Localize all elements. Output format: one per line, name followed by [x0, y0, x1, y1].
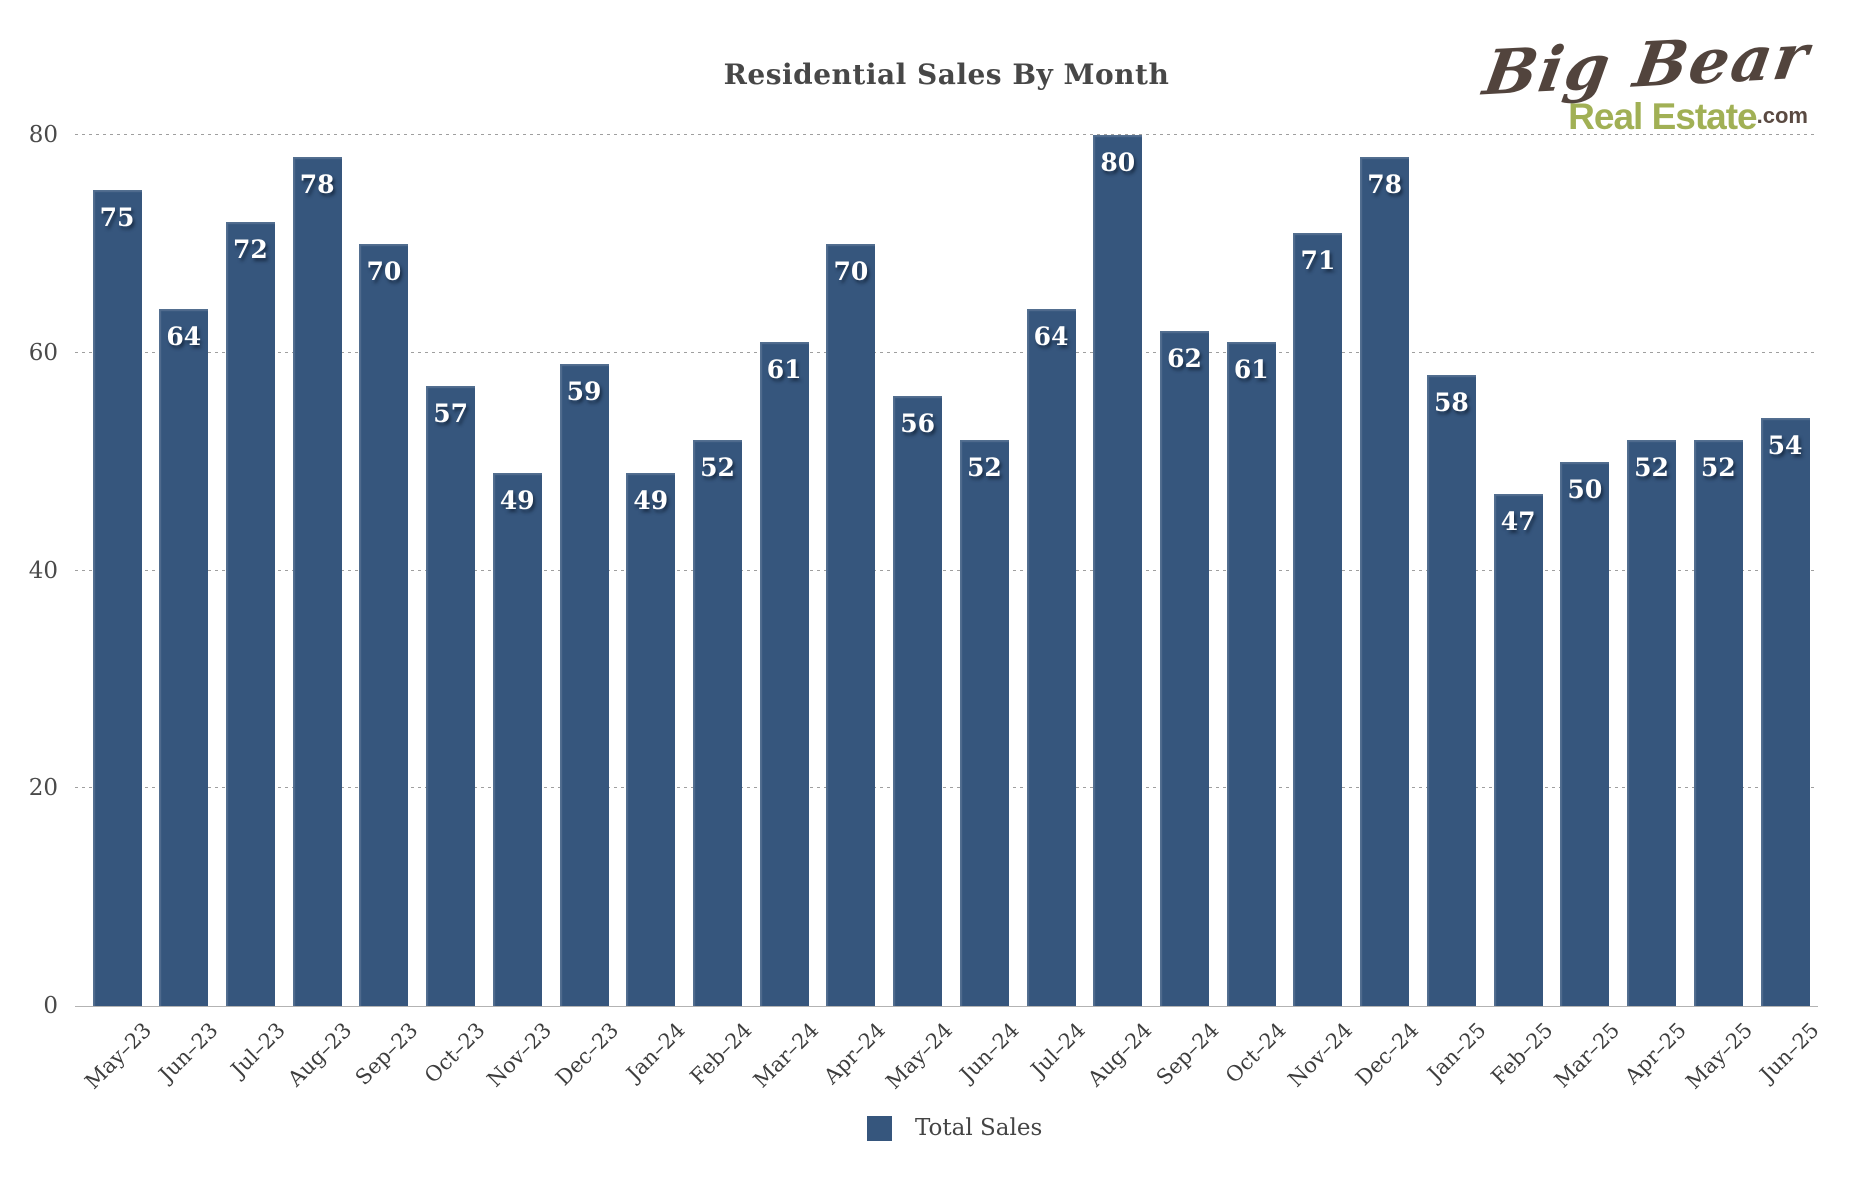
legend-swatch: [867, 1116, 892, 1141]
bar-value-label: 52: [966, 452, 1002, 482]
bar: 50: [1560, 461, 1610, 1006]
bar-value-label: 50: [1567, 474, 1603, 504]
bar: 61: [759, 342, 809, 1006]
big-bear-logo: Big Bear Real Estate.com: [1479, 20, 1815, 135]
x-axis-label: May–24: [880, 1018, 957, 1094]
y-axis-tick-label: 80: [28, 122, 58, 149]
bar-value-label: 47: [1500, 507, 1536, 537]
gridline: [75, 787, 1818, 789]
bar-value-label: 61: [766, 355, 802, 385]
bar-value-label: 78: [299, 169, 335, 199]
logo-realestate-text: Real Estate: [1568, 96, 1757, 137]
chart-title: Residential Sales By Month: [723, 58, 1170, 91]
bar: 52: [959, 439, 1009, 1006]
bar: 61: [1226, 342, 1276, 1006]
x-axis-line: [75, 1006, 1818, 1007]
bar-value-label: 75: [99, 202, 135, 232]
x-axis-label: Mar–24: [748, 1018, 824, 1093]
bar-value-label: 56: [900, 409, 936, 439]
bar-value-label: 71: [1300, 246, 1336, 276]
bar-value-label: 49: [499, 485, 535, 515]
x-axis-label: Dec–23: [550, 1018, 624, 1091]
gridline: [75, 134, 1818, 136]
x-axis-label: Oct–23: [419, 1018, 490, 1088]
bar: 70: [826, 244, 876, 1006]
gridline: [75, 569, 1818, 571]
y-axis-tick-label: 0: [43, 993, 58, 1019]
x-axis-label: Jul–23: [225, 1018, 290, 1082]
bar: 52: [692, 439, 742, 1006]
bar-value-label: 64: [1033, 322, 1069, 352]
bar-value-label: 70: [833, 257, 869, 287]
bar: 49: [492, 472, 542, 1006]
bar: 78: [1360, 156, 1410, 1006]
x-axis-label: Jan–24: [622, 1018, 690, 1086]
bar-value-label: 52: [700, 452, 735, 482]
bar: 70: [359, 244, 409, 1006]
x-axis-label: Jun–23: [154, 1018, 223, 1087]
bar-value-label: 49: [633, 485, 669, 515]
bar-value-label: 52: [1700, 452, 1736, 482]
x-axis-label: May–25: [1681, 1018, 1758, 1094]
bar: 78: [292, 156, 342, 1006]
bar-value-label: 72: [233, 235, 268, 265]
bar: 57: [426, 385, 476, 1006]
y-axis-tick-label: 40: [28, 557, 58, 584]
y-axis-tick-label: 20: [28, 775, 58, 802]
bar: 59: [559, 363, 609, 1006]
bar: 80: [1093, 135, 1143, 1006]
bar-value-label: 70: [366, 257, 402, 287]
bar: 72: [225, 222, 275, 1006]
bar: 49: [626, 472, 676, 1006]
bar: 54: [1760, 418, 1810, 1006]
x-axis-label: Apr–24: [819, 1018, 890, 1089]
bar: 52: [1627, 439, 1677, 1006]
bar-value-label: 57: [433, 398, 468, 428]
gridline: [75, 351, 1818, 353]
x-axis-label: Nov–24: [1283, 1018, 1357, 1092]
bar: 64: [159, 309, 209, 1006]
x-axis-label: Sep–23: [351, 1018, 423, 1090]
bar: 62: [1160, 331, 1210, 1006]
bar-value-label: 62: [1167, 344, 1202, 374]
bar: 71: [1293, 233, 1343, 1006]
x-axis-label: Oct–24: [1220, 1018, 1291, 1088]
bar-value-label: 54: [1767, 431, 1803, 461]
bar-value-label: 61: [1233, 355, 1269, 385]
bar-value-label: 64: [166, 322, 202, 352]
x-axis-label: Aug–24: [1083, 1018, 1157, 1092]
x-axis-label: Jun–24: [954, 1018, 1024, 1087]
plot-area: 75 64 72 78 70 57 49 59 49 52 61 70 56 52 64 80 62 61 71 78…: [75, 100, 1818, 1007]
y-axis-tick-label: 60: [28, 339, 58, 366]
x-axis-label: Dec–24: [1351, 1018, 1424, 1091]
bar: 52: [1693, 439, 1743, 1006]
x-axis-label: Aug–23: [283, 1018, 357, 1092]
x-axis-label: Jun–25: [1755, 1018, 1824, 1087]
x-axis-label: Nov–23: [482, 1018, 557, 1092]
logo-script-text: Big Bear: [1479, 19, 1816, 110]
legend-label: Total Sales: [915, 1115, 1043, 1141]
bar-value-label: 58: [1433, 387, 1469, 417]
legend: Total Sales: [867, 1116, 1042, 1141]
bar: 56: [893, 396, 943, 1006]
logo-subline: Real Estate.com: [1486, 98, 1808, 135]
x-axis-label: Mar–25: [1549, 1018, 1624, 1093]
bar: 64: [1026, 309, 1076, 1006]
x-axis-label: Feb–25: [1486, 1018, 1558, 1090]
bar-value-label: 52: [1634, 452, 1669, 482]
bar: 47: [1493, 494, 1543, 1006]
x-axis-label: Feb–24: [685, 1018, 757, 1090]
logo-com-suffix: .com: [1756, 103, 1808, 128]
bar-value-label: 78: [1367, 169, 1403, 199]
x-axis-label: Sep–24: [1151, 1018, 1224, 1090]
bar-value-label: 59: [566, 376, 602, 406]
bar: 58: [1426, 374, 1476, 1006]
x-axis-label: May–23: [80, 1018, 156, 1094]
x-axis-label: Jan–25: [1422, 1018, 1491, 1086]
x-axis-label: Jul–24: [1026, 1018, 1091, 1082]
bar-value-label: 80: [1100, 148, 1136, 178]
bar: 75: [92, 189, 142, 1006]
x-axis-label: Apr–25: [1619, 1018, 1691, 1089]
